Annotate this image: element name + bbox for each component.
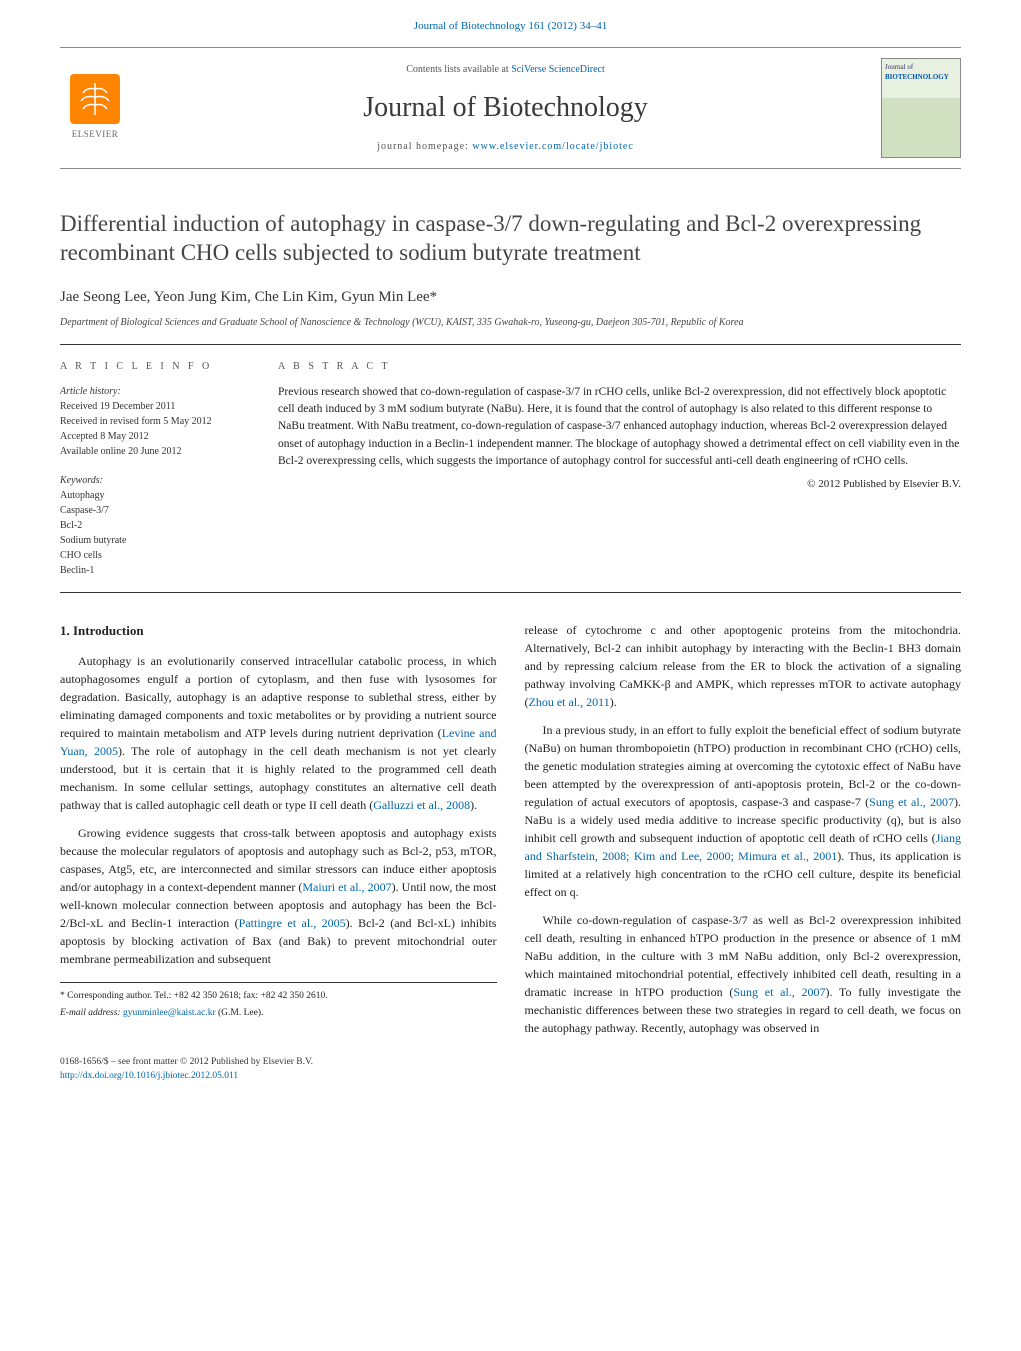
keyword: Beclin-1 [60,563,242,578]
para-text: ). [470,798,477,812]
keywords-block: Keywords: Autophagy Caspase-3/7 Bcl-2 So… [60,473,242,578]
cover-label-top: Journal of [885,62,957,73]
issn-line: 0168-1656/$ – see front matter © 2012 Pu… [60,1055,961,1069]
footer: 0168-1656/$ – see front matter © 2012 Pu… [60,1055,961,1084]
keywords-label: Keywords: [60,473,242,488]
history-online: Available online 20 June 2012 [60,444,242,459]
keyword: Bcl-2 [60,518,242,533]
homepage-prefix: journal homepage: [377,141,472,152]
history-accepted: Accepted 8 May 2012 [60,429,242,444]
contents-prefix: Contents lists available at [406,64,511,75]
citation-link[interactable]: Zhou et al., 2011 [529,695,610,709]
paragraph: release of cytochrome c and other apopto… [525,621,962,711]
corresponding-author: * Corresponding author. Tel.: +82 42 350… [60,989,497,1003]
paragraph: While co-down-regulation of caspase-3/7 … [525,911,962,1037]
body-columns: 1. Introduction Autophagy is an evolutio… [60,621,961,1037]
sciencedirect-link[interactable]: SciVerse ScienceDirect [511,64,605,75]
citation-link[interactable]: Maiuri et al., 2007 [302,880,391,894]
history-received: Received 19 December 2011 [60,399,242,414]
info-abstract-row: A R T I C L E I N F O Article history: R… [60,345,961,593]
article-info-heading: A R T I C L E I N F O [60,359,242,374]
cover-label: BIOTECHNOLOGY [885,72,957,83]
keyword: Caspase-3/7 [60,503,242,518]
citation-link[interactable]: Pattingre et al., 2005 [239,916,346,930]
citation-link[interactable]: Sung et al., 2007 [869,795,954,809]
abstract-col: A B S T R A C T Previous research showed… [260,345,961,592]
paragraph: Growing evidence suggests that cross-tal… [60,824,497,968]
homepage-link[interactable]: www.elsevier.com/locate/jbiotec [472,141,633,152]
contents-line: Contents lists available at SciVerse Sci… [150,62,861,77]
footnote-box: * Corresponding author. Tel.: +82 42 350… [60,982,497,1020]
history-label: Article history: [60,384,242,399]
email-suffix: (G.M. Lee). [216,1008,264,1018]
email-line: E-mail address: gyunminlee@kaist.ac.kr (… [60,1006,497,1020]
journal-cover-thumb: Journal of BIOTECHNOLOGY [881,58,961,158]
authors: Jae Seong Lee, Yeon Jung Kim, Che Lin Ki… [60,286,961,309]
abstract-copyright: © 2012 Published by Elsevier B.V. [278,476,961,493]
abstract-heading: A B S T R A C T [278,359,961,374]
elsevier-logo: ELSEVIER [60,68,130,148]
title-block: Differential induction of autophagy in c… [60,209,961,269]
paragraph: In a previous study, in an effort to ful… [525,721,962,901]
journal-name: Journal of Biotechnology [150,87,861,129]
email-label: E-mail address: [60,1008,123,1018]
abstract-text: Previous research showed that co-down-re… [278,384,961,470]
para-text: Autophagy is an evolutionarily conserved… [60,654,497,740]
keyword: Autophagy [60,488,242,503]
paragraph: Autophagy is an evolutionarily conserved… [60,652,497,814]
homepage-line: journal homepage: www.elsevier.com/locat… [150,139,861,154]
article-info-col: A R T I C L E I N F O Article history: R… [60,345,260,592]
running-head: Journal of Biotechnology 161 (2012) 34–4… [0,0,1021,47]
masthead: ELSEVIER Contents lists available at Sci… [60,47,961,169]
section-heading: 1. Introduction [60,621,497,641]
citation-link[interactable]: Sung et al., 2007 [733,985,825,999]
elsevier-brand-text: ELSEVIER [72,128,119,142]
running-head-link[interactable]: Journal of Biotechnology 161 (2012) 34–4… [414,20,607,32]
affiliation: Department of Biological Sciences and Gr… [60,315,961,330]
email-link[interactable]: gyunminlee@kaist.ac.kr [123,1008,216,1018]
article-title: Differential induction of autophagy in c… [60,209,961,269]
doi-link[interactable]: http://dx.doi.org/10.1016/j.jbiotec.2012… [60,1071,238,1081]
masthead-center: Contents lists available at SciVerse Sci… [150,62,861,154]
citation-link[interactable]: Galluzzi et al., 2008 [373,798,470,812]
para-text: ). [610,695,617,709]
elsevier-tree-icon [70,74,120,124]
history-revised: Received in revised form 5 May 2012 [60,414,242,429]
keyword: Sodium butyrate [60,533,242,548]
keyword: CHO cells [60,548,242,563]
